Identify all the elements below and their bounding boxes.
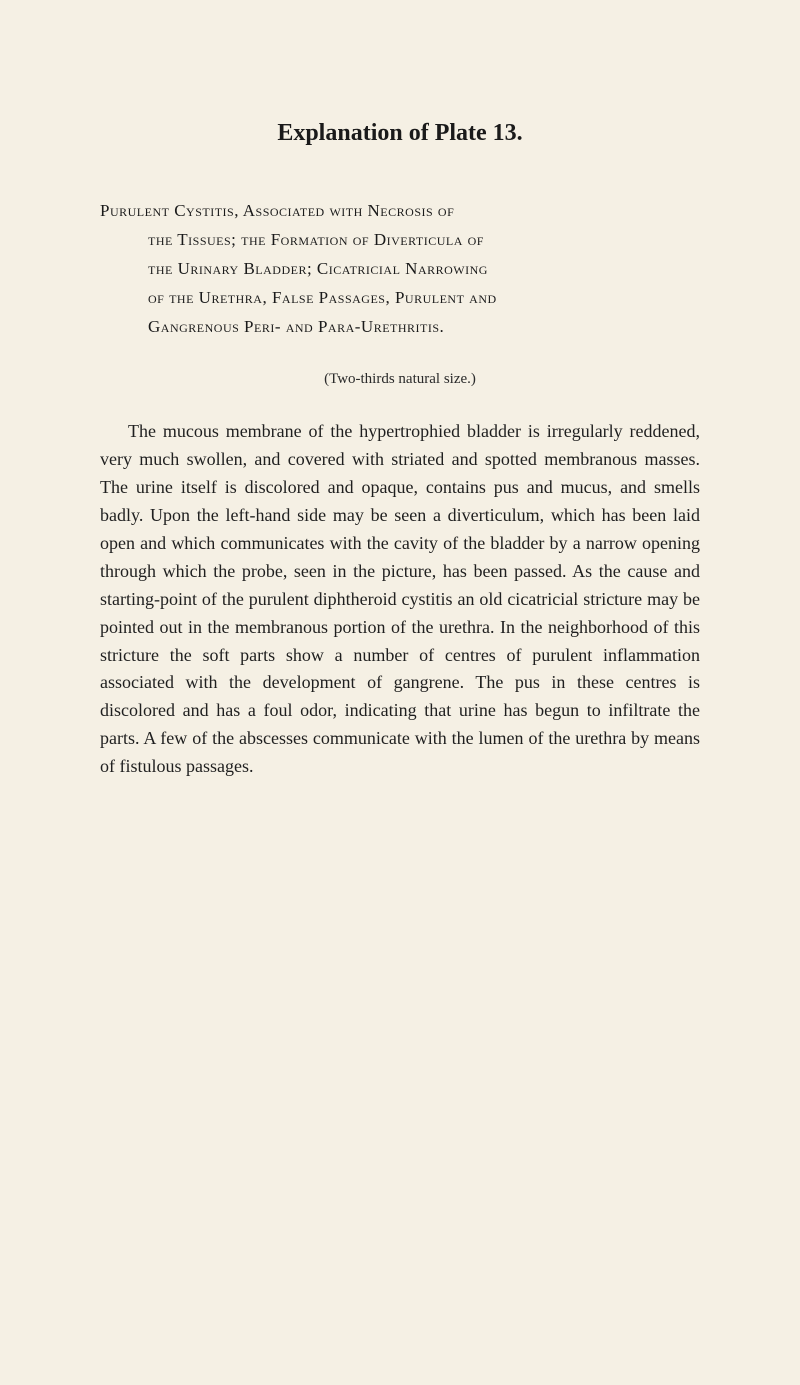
- heading-line-5: Gangrenous Peri- and Para-Urethritis.: [100, 313, 700, 342]
- body-paragraph: The mucous membrane of the hypertrophied…: [100, 418, 700, 781]
- size-note: (Two-thirds natural size.): [100, 371, 700, 388]
- heading-line-1: Purulent Cystitis, Associated with Necro…: [100, 197, 700, 226]
- heading-line-2: the Tissues; the Formation of Diverticul…: [100, 226, 700, 255]
- heading-line-4: of the Urethra, False Passages, Purulent…: [100, 284, 700, 313]
- page-title: Explanation of Plate 13.: [100, 120, 700, 147]
- heading-line-3: the Urinary Bladder; Cicatricial Narrowi…: [100, 255, 700, 284]
- plate-heading: Purulent Cystitis, Associated with Necro…: [100, 197, 700, 341]
